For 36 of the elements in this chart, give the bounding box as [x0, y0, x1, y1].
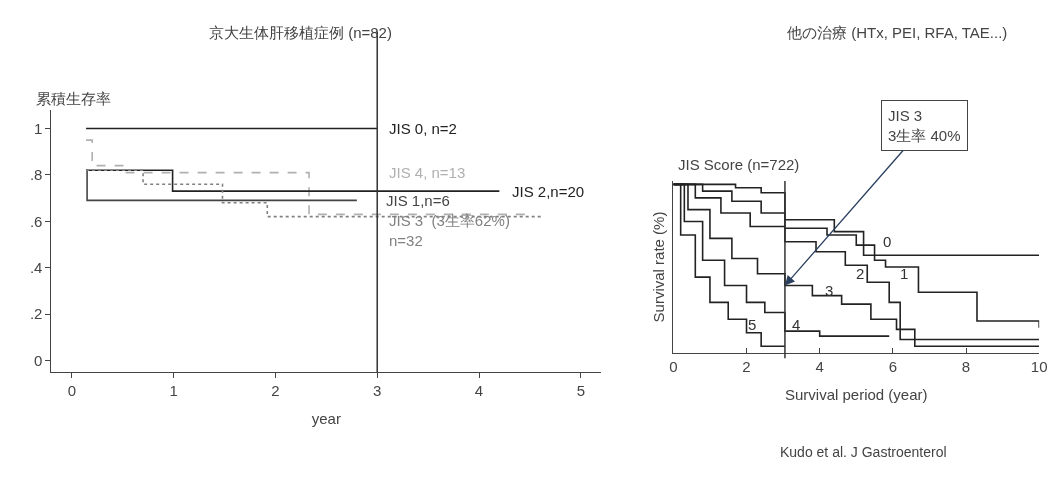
x-tick-label: 2 — [271, 382, 280, 399]
x-tick-label: 0 — [67, 382, 76, 399]
x-tick-label: 5 — [576, 382, 585, 399]
y-tick-label: .6 — [29, 212, 43, 230]
x-tick-label: 8 — [961, 358, 971, 375]
x-axis-title: year — [311, 410, 341, 427]
series-label: JIS 1,n=6 — [386, 192, 450, 209]
series-label: JIS 0, n=2 — [389, 120, 457, 137]
x-tick-label: 4 — [474, 382, 484, 399]
y-tick-label: .4 — [29, 258, 43, 276]
chart-subtitle: JIS Score (n=722) — [678, 156, 800, 173]
x-tick-label: 4 — [815, 358, 824, 375]
series-label: 4 — [792, 316, 801, 333]
y-axis-title: 累積生存率 — [36, 90, 111, 107]
series-label: JIS 2,n=20 — [512, 183, 585, 200]
x-tick-label: 0 — [669, 358, 678, 375]
series-label: 1 — [900, 265, 909, 282]
text: JIS 4, n=13 — [389, 164, 466, 181]
x-tick-label: 6 — [888, 358, 898, 375]
y-tick-label: .2 — [29, 305, 43, 323]
chart-title: 京大生体肝移植症例 (n=82) — [209, 24, 392, 41]
x-axis-title: Survival period (year) — [784, 386, 928, 403]
series-label: 5 — [748, 316, 757, 333]
y-tick-label: 1 — [34, 119, 43, 137]
series-label: 0 — [883, 233, 892, 250]
annotation: JIS 3 3生率 40% — [888, 107, 961, 144]
series-label: 2 — [856, 265, 865, 282]
y-axis-title: Survival rate (%) — [649, 211, 667, 323]
x-tick-label: 2 — [742, 358, 751, 375]
chart-title: 他の治療 (HTx, PEI, RFA, TAE...) — [787, 24, 1008, 41]
series-label: 3 — [825, 282, 834, 299]
x-tick-label: 10 — [1030, 358, 1048, 375]
text: Kudo et al. J Gastroenterol — [780, 444, 947, 460]
y-tick-label: .8 — [29, 166, 43, 184]
x-tick-label: 3 — [373, 382, 382, 399]
x-tick-label: 1 — [169, 382, 178, 399]
